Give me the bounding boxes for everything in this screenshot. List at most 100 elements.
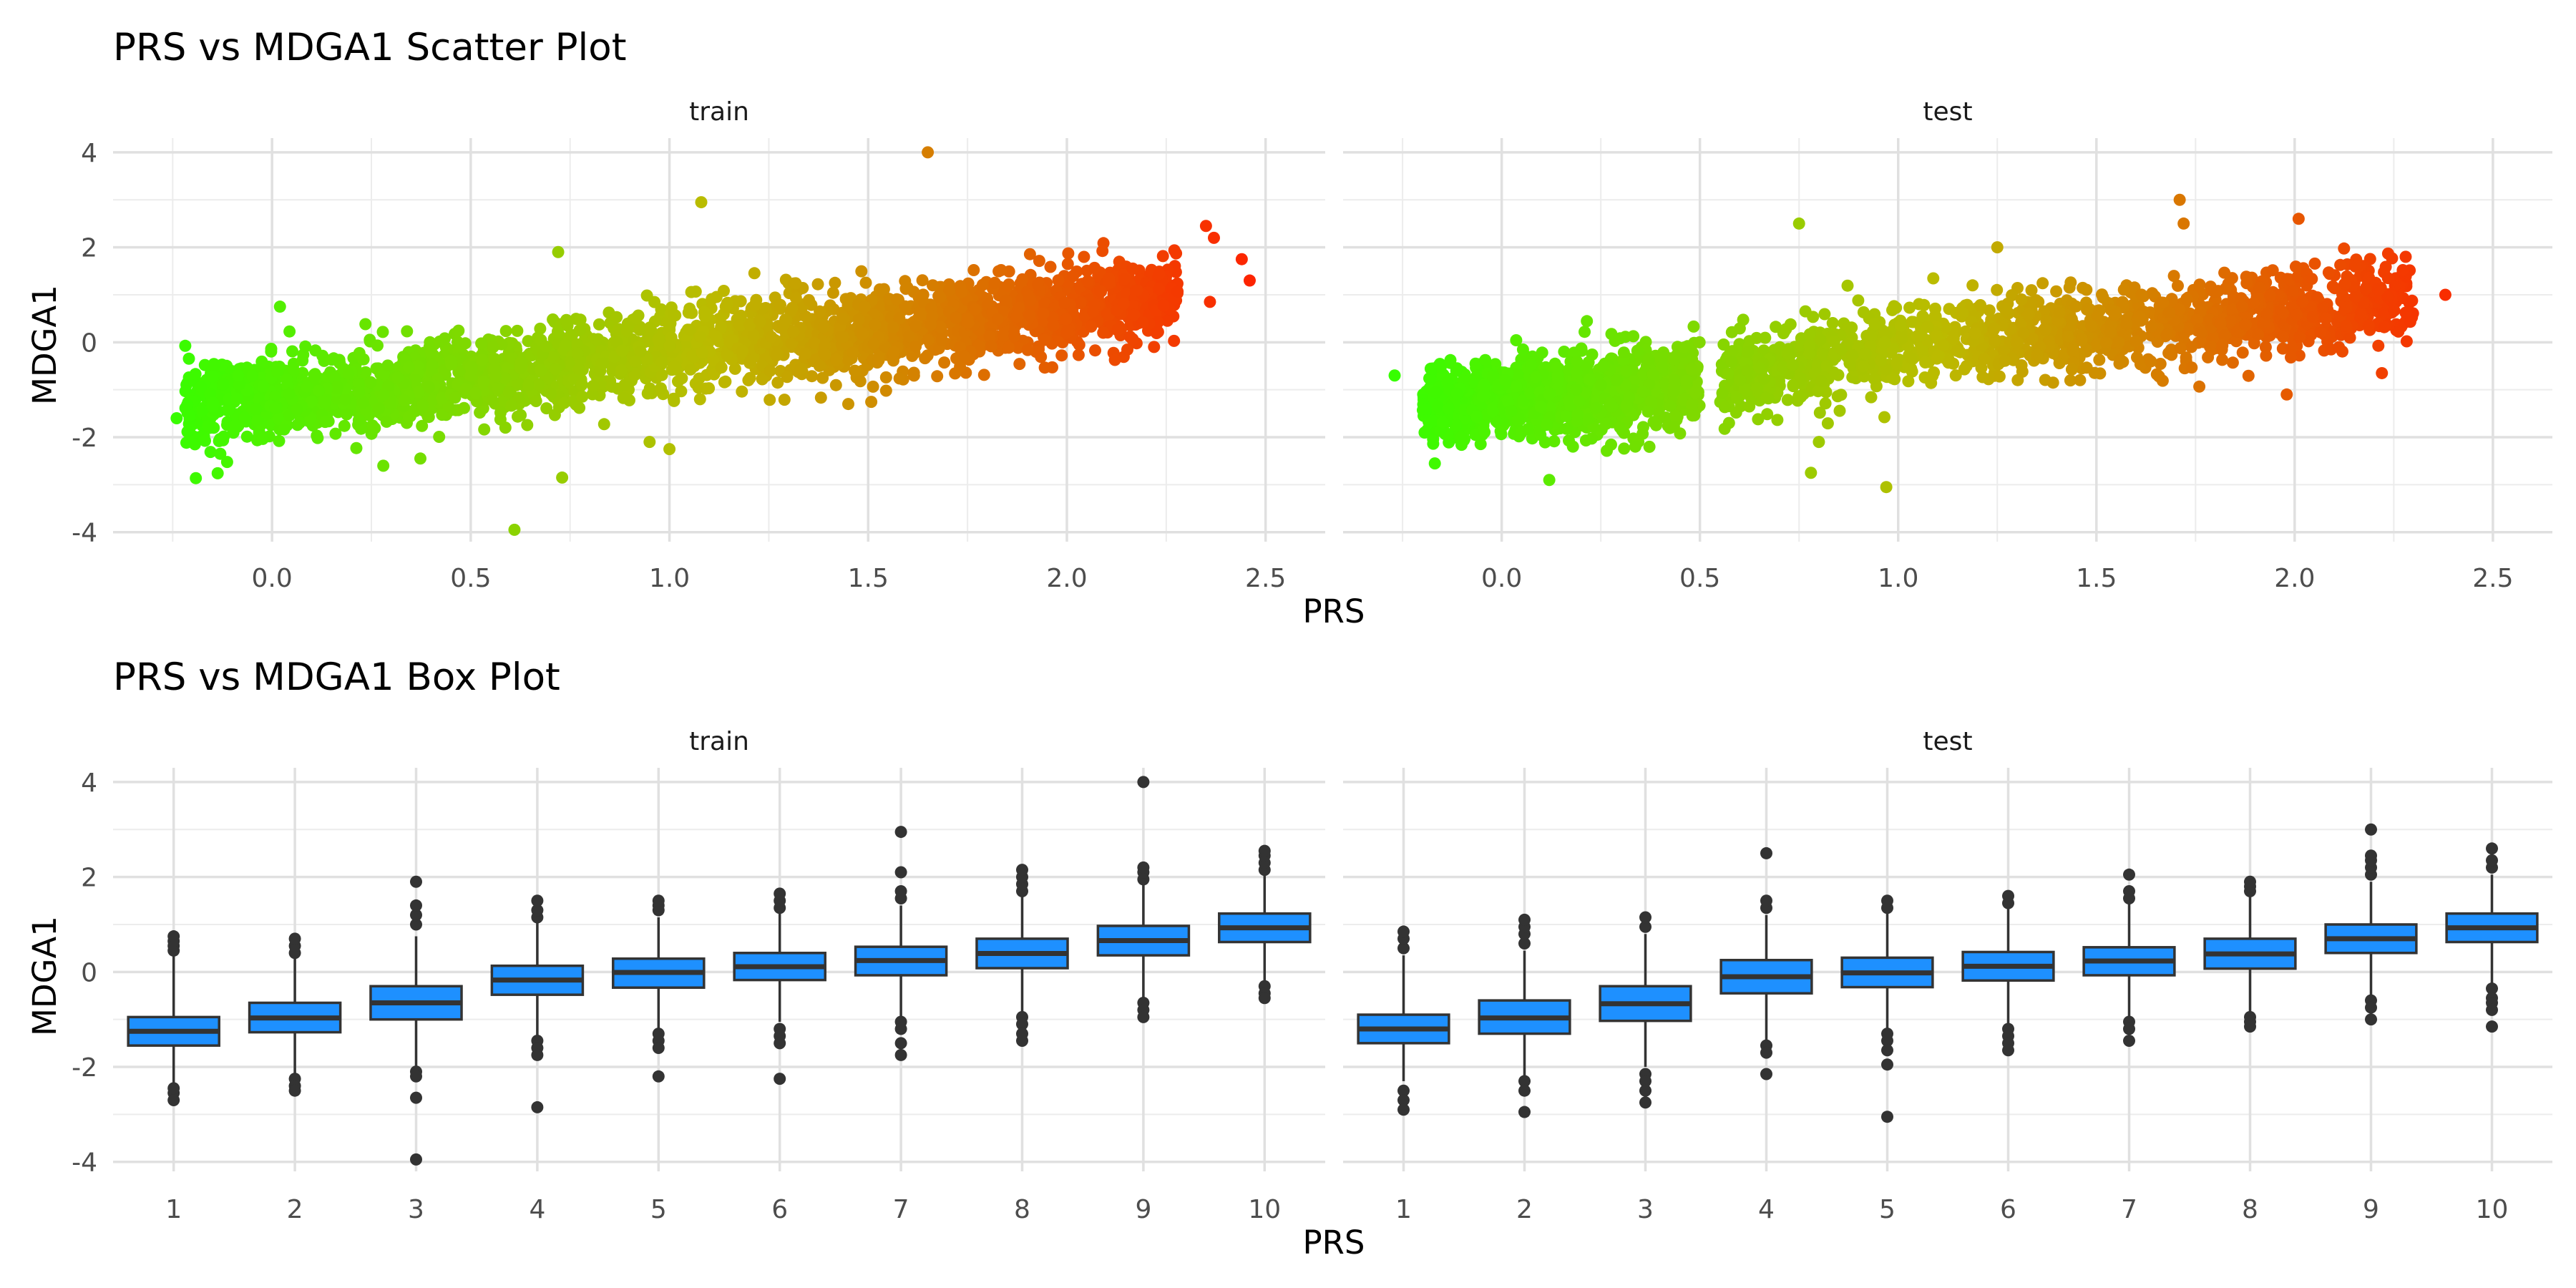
scatter-point	[1013, 358, 1026, 371]
scatter-point	[1450, 362, 1463, 375]
scatter-point	[1088, 261, 1101, 274]
scatter-point	[686, 306, 698, 319]
scatter-point	[2026, 332, 2039, 345]
scatter-point	[505, 399, 518, 412]
scatter-point	[2088, 366, 2101, 379]
scatter-point	[597, 357, 610, 370]
scatter-point	[719, 301, 732, 313]
scatter-point	[938, 356, 951, 369]
scatter-point	[1759, 331, 1772, 344]
scatter-point	[887, 321, 899, 333]
scatter-point	[1725, 326, 1738, 338]
scatter-point	[1108, 353, 1121, 366]
scatter-point	[1060, 313, 1073, 326]
scatter-strip-test: test	[1923, 97, 1972, 127]
scatter-point	[748, 267, 761, 280]
scatter-point	[1023, 248, 1036, 260]
scatter-point	[1479, 353, 1492, 366]
scatter-point	[1469, 357, 1482, 370]
scatter-point	[372, 402, 385, 415]
scatter-point	[424, 346, 437, 359]
scatter-point	[814, 305, 826, 318]
scatter-point	[380, 415, 393, 428]
scatter-point	[499, 372, 512, 385]
scatter-point	[549, 363, 562, 376]
scatter-point	[640, 289, 653, 302]
scatter-point	[271, 366, 283, 379]
scatter-point	[1605, 438, 1617, 451]
scatter-point	[1117, 298, 1130, 311]
scatter-point	[1716, 386, 1729, 399]
scatter-point	[2091, 338, 2104, 351]
scatter-point	[492, 383, 504, 396]
scatter-point	[229, 419, 242, 431]
scatter-point	[540, 402, 553, 415]
scatter-point	[286, 345, 298, 358]
scatter-point	[1095, 285, 1108, 298]
scatter-point	[715, 321, 728, 333]
scatter-point	[787, 326, 799, 338]
scatter-point	[1781, 347, 1794, 360]
scatter-point	[763, 394, 776, 406]
scatter-point	[2065, 313, 2078, 326]
scatter-point	[789, 291, 802, 304]
scatter-point	[1993, 370, 2006, 383]
scatter-point	[1813, 406, 1826, 419]
scatter-point	[1126, 333, 1138, 346]
scatter-point	[459, 337, 472, 350]
scatter-point	[887, 346, 900, 358]
scatter-point	[573, 324, 586, 336]
scatter-point	[967, 264, 980, 276]
scatter-point	[2381, 247, 2394, 260]
scatter-point	[1002, 341, 1015, 354]
scatter-point	[2190, 313, 2203, 326]
scatter-point	[698, 306, 711, 318]
scatter-point	[1153, 268, 1166, 280]
scatter-point	[1511, 369, 1524, 381]
scatter-point	[530, 395, 542, 407]
scatter-point	[293, 416, 306, 429]
scatter-point	[794, 362, 807, 375]
scatter-point	[477, 376, 490, 388]
scatter-point	[377, 389, 390, 401]
scatter-point	[643, 321, 656, 334]
scatter-point	[401, 325, 414, 338]
scatter-outlier-point	[1235, 253, 1248, 265]
scatter-point	[663, 339, 676, 352]
scatter-point	[2354, 307, 2367, 320]
scatter-point	[1058, 296, 1071, 309]
scatter-point	[641, 387, 654, 400]
scatter-point	[206, 370, 219, 383]
scatter-point	[412, 386, 425, 399]
scatter-point	[983, 330, 996, 343]
scatter-point	[183, 409, 196, 422]
scatter-point	[954, 280, 967, 293]
scatter-point	[1013, 301, 1025, 314]
scatter-point	[1579, 326, 1591, 338]
scatter-point	[1918, 298, 1931, 311]
scatter-point	[1085, 320, 1098, 333]
scatter-point	[202, 419, 215, 432]
scatter-point	[381, 359, 394, 372]
scatter-point	[359, 318, 372, 331]
y-tick-label: -4	[72, 519, 97, 548]
scatter-point	[2116, 296, 2129, 308]
scatter-point	[494, 406, 507, 419]
scatter-point	[2372, 339, 2385, 352]
scatter-point	[1024, 293, 1037, 306]
scatter-point	[1078, 250, 1091, 263]
scatter-outlier-point	[1207, 231, 1220, 244]
scatter-point	[597, 418, 610, 431]
scatter-point	[1521, 423, 1534, 436]
scatter-point	[352, 414, 365, 426]
scatter-point	[296, 354, 309, 367]
scatter-outlier-point	[1204, 296, 1216, 308]
scatter-point	[1966, 279, 1979, 292]
scatter-point	[376, 326, 389, 338]
scatter-point	[1726, 345, 1739, 358]
scatter-point	[475, 337, 488, 350]
scatter-point	[2065, 363, 2078, 376]
scatter-point	[1455, 431, 1468, 444]
scatter-point	[977, 369, 990, 381]
